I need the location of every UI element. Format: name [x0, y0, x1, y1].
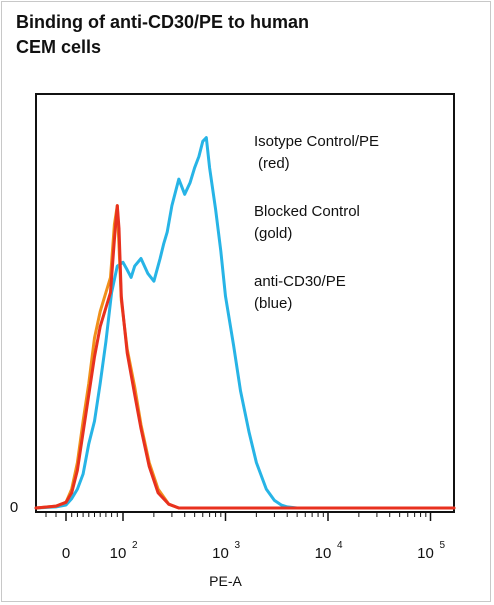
series-line-blocked-control [34, 204, 456, 510]
legend-label: Isotype Control/PE [254, 133, 379, 150]
series-line-anti-cd30-pe [34, 136, 456, 510]
chart-title: Binding of anti-CD30/PE to human CEM cel… [16, 10, 456, 60]
x-tick-label: 10 [212, 545, 229, 562]
x-axis-label: PE-A [209, 573, 242, 589]
x-tick-label: 10 [110, 545, 127, 562]
chart-title-line-2: CEM cells [16, 37, 102, 57]
legend-color-note: (red) [258, 155, 290, 172]
x-tick-exponent: 3 [235, 540, 241, 551]
x-tick-exponent: 5 [440, 540, 446, 551]
legend: Isotype Control/PE (red) Blocked Control (g… [254, 133, 379, 312]
legend-label: Blocked Control [254, 203, 360, 220]
x-tick-label: 10 [315, 545, 332, 562]
axis-layer: 0 10 2 10 3 10 4 10 5 0 [10, 499, 446, 562]
x-tick-label: 10 [417, 545, 434, 562]
x-tick-label: 0 [62, 545, 70, 562]
legend-color-note: (blue) [254, 295, 292, 312]
plot-frame [35, 93, 455, 513]
series-line-isotype-control-pe [34, 204, 456, 510]
legend-label: anti-CD30/PE [254, 273, 346, 290]
x-tick-exponent: 2 [132, 540, 138, 551]
legend-entry-blocked-control: Blocked Control (gold) [254, 203, 360, 242]
x-tick-exponent: 4 [337, 540, 343, 551]
legend-entry-isotype-control-pe: Isotype Control/PE (red) [254, 133, 379, 172]
chart-title-line-1: Binding of anti-CD30/PE to human [16, 12, 309, 32]
plot-area [35, 93, 455, 513]
legend-color-note: (gold) [254, 225, 292, 242]
y-tick-label: 0 [10, 499, 18, 516]
series-layer [34, 136, 456, 510]
legend-entry-anti-cd30-pe: anti-CD30/PE (blue) [254, 273, 346, 312]
